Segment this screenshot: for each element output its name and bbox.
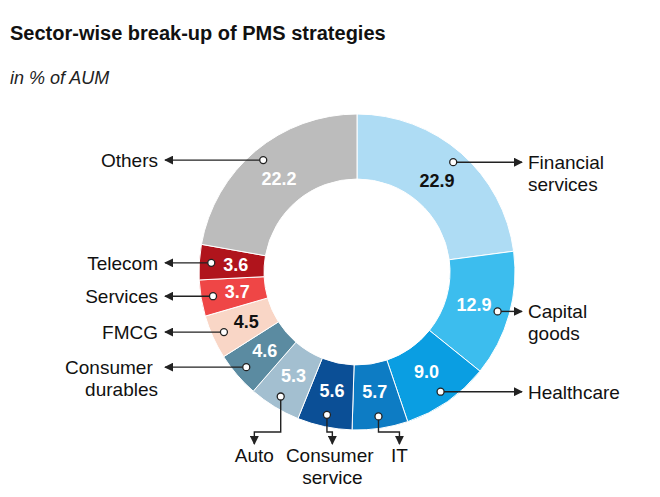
category-label: Auto <box>235 445 274 466</box>
category-label: Services <box>85 286 158 307</box>
label-line: Consumer <box>65 357 158 378</box>
category-labels: Financial services Capital goods Healthcar… <box>65 150 620 488</box>
label-line: Financial <box>528 152 609 173</box>
leader-dot <box>437 388 444 395</box>
chart-container: Sector-wise break-up of PMS strategies in… <box>0 0 660 497</box>
leader-dot <box>220 329 227 336</box>
category-label: Capital goods <box>528 301 592 344</box>
value-label: 4.6 <box>252 341 277 361</box>
leader-dot <box>375 413 382 420</box>
plot: 22.912.99.05.75.65.34.64.53.73.622.2Fina… <box>65 114 620 488</box>
leader-line <box>165 331 224 332</box>
label-line: Auto <box>235 445 274 466</box>
category-label: Telecom <box>87 253 158 274</box>
slice <box>357 114 514 260</box>
slice <box>352 360 408 430</box>
leader-line <box>378 416 399 444</box>
leader-line <box>441 391 522 392</box>
value-labels: 22.9 12.9 9.0 5.7 5.6 5.34.6 4.5 3.7 3.6 22.2 <box>223 169 491 402</box>
value-label: 5.6 <box>319 381 344 401</box>
category-label: Others <box>101 150 158 171</box>
label-line: services <box>528 174 598 195</box>
slices <box>199 114 515 430</box>
category-label: Consumer durables <box>65 357 158 400</box>
leader-dot <box>260 157 267 164</box>
slice <box>253 342 322 418</box>
leader-dot <box>494 308 501 315</box>
leader-line <box>165 262 211 263</box>
value-label: 5.7 <box>362 382 387 402</box>
leader-dot <box>210 293 217 300</box>
label-line: goods <box>528 323 580 344</box>
leader-dot <box>323 411 330 418</box>
category-label: Financial services <box>528 152 609 195</box>
value-label: 22.2 <box>261 169 296 189</box>
label-line: Healthcare <box>528 382 620 403</box>
leader-line <box>453 161 522 162</box>
value-label: 4.5 <box>234 312 259 332</box>
value-label: 12.9 <box>456 295 491 315</box>
category-label: Healthcare <box>528 382 620 403</box>
value-label: 9.0 <box>414 362 439 382</box>
label-line: Capital <box>528 301 592 322</box>
leader-line <box>254 396 280 444</box>
chart-svg: Sector-wise break-up of PMS strategies in… <box>0 0 660 497</box>
leader-dot <box>208 259 215 266</box>
slice <box>201 114 357 256</box>
label-line: service <box>302 467 362 488</box>
label-line: Consumer <box>286 445 379 466</box>
label-line: Services <box>85 286 158 307</box>
slice <box>199 277 267 316</box>
label-line: FMCG <box>102 322 158 343</box>
leader-line <box>165 159 263 160</box>
label-line: Telecom <box>87 253 158 274</box>
leaders <box>165 160 522 444</box>
title: Sector-wise break-up of PMS strategies <box>10 22 386 44</box>
value-label: 5.3 <box>281 366 306 386</box>
leader-line <box>327 415 332 444</box>
leader-line <box>165 295 213 296</box>
value-label: 3.7 <box>225 282 250 302</box>
category-label: Consumer service <box>286 445 379 488</box>
leader-dot <box>277 393 284 400</box>
category-label: FMCG <box>102 322 158 343</box>
leader-dots <box>208 157 501 420</box>
subtitle: in % of AUM <box>10 68 109 88</box>
label-line: Others <box>101 150 158 171</box>
label-line: durables <box>85 379 158 400</box>
leader-dot <box>450 159 457 166</box>
label-line: IT <box>391 445 408 466</box>
value-label: 3.6 <box>223 255 248 275</box>
value-label: 22.9 <box>420 171 455 191</box>
category-label: IT <box>391 445 408 466</box>
leader-dot <box>243 364 250 371</box>
leader-line <box>165 366 246 367</box>
